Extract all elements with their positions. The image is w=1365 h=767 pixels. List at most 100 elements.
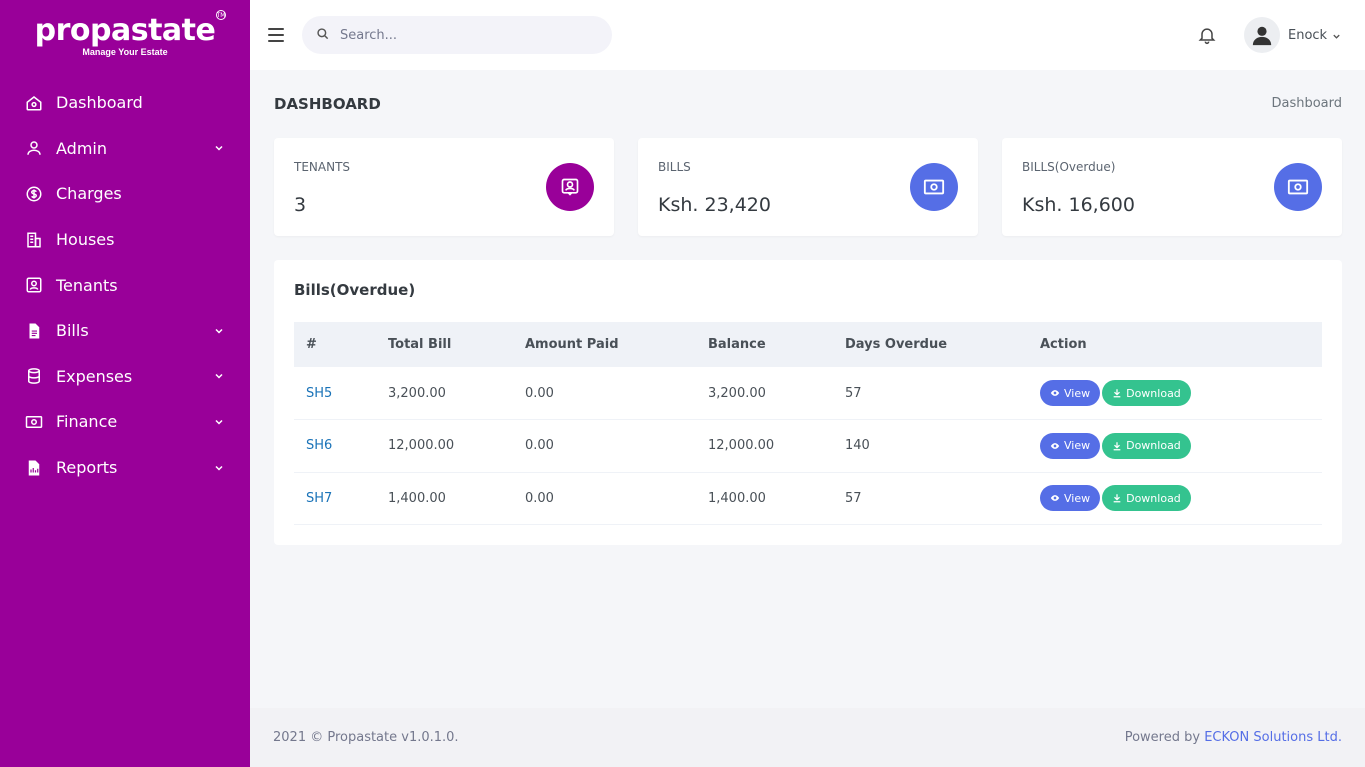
view-button[interactable]: View [1040, 380, 1101, 406]
stat-value: 3 [294, 194, 307, 216]
amount-paid-cell: 0.00 [525, 490, 554, 506]
total-bill-cell: 12,000.00 [388, 438, 455, 454]
home-icon [24, 93, 44, 113]
chevron-down-icon [212, 461, 226, 475]
sidebar: propastate Manage Your Estate TM Dashboa… [0, 0, 250, 767]
sidebar-item-label: Bills [56, 321, 89, 341]
house-link[interactable]: SH6 [306, 438, 333, 454]
download-icon [1113, 494, 1121, 503]
sidebar-item-label: Reports [56, 458, 118, 478]
stat-label: TENANTS [294, 160, 351, 174]
trademark-mark: TM [216, 10, 226, 20]
column-header: Days Overdue [845, 337, 948, 352]
sidebar-item-charges[interactable]: Charges [0, 171, 250, 217]
download-button-label: Download [1126, 439, 1181, 453]
table-row: SH6 12,000.00 0.00 12,000.00 140 View Do… [294, 420, 1322, 473]
download-button[interactable]: Download [1102, 432, 1191, 459]
chevron-down-icon [1332, 26, 1341, 45]
stat-card-bills-overdue: BILLS(Overdue) Ksh. 16,600 [1002, 138, 1342, 236]
stat-value: Ksh. 16,600 [1022, 194, 1135, 216]
action-cell: View Download [1028, 472, 1322, 525]
search-input[interactable] [340, 27, 590, 43]
breadcrumb[interactable]: Dashboard [1271, 96, 1342, 111]
amount-paid-cell: 0.00 [525, 438, 554, 454]
search-box [302, 16, 612, 54]
page-title: DASHBOARD [274, 95, 381, 113]
sidebar-item-expenses[interactable]: Expenses [0, 354, 250, 400]
money-icon [1274, 163, 1322, 211]
download-button[interactable]: Download [1102, 380, 1191, 406]
eye-icon [1050, 442, 1060, 449]
user-menu[interactable]: Enock [1244, 17, 1341, 53]
view-button[interactable]: View [1040, 485, 1101, 512]
building-icon [24, 230, 44, 250]
chevron-down-icon [212, 369, 226, 383]
stat-label: BILLS(Overdue) [1022, 160, 1116, 174]
sidebar-item-dashboard[interactable]: Dashboard [0, 80, 250, 126]
sidebar-item-label: Expenses [56, 366, 133, 386]
column-header: # [306, 337, 317, 352]
sidebar-item-houses[interactable]: Houses [0, 217, 250, 263]
brand-name: propastate [34, 12, 216, 48]
download-button-label: Download [1126, 491, 1181, 505]
sidebar-item-admin[interactable]: Admin [0, 126, 250, 172]
eye-icon [1050, 390, 1060, 396]
stat-card-bills: BILLS Ksh. 23,420 [638, 138, 978, 236]
sidebar-item-label: Tenants [56, 275, 118, 295]
sidebar-item-bills[interactable]: Bills [0, 308, 250, 354]
table-row: SH7 1,400.00 0.00 1,400.00 57 View Downl… [294, 472, 1322, 525]
money-icon [24, 412, 44, 432]
days-overdue-cell: 57 [845, 490, 862, 506]
panel-title: Bills(Overdue) [294, 281, 416, 299]
column-header: Balance [708, 337, 766, 352]
table-row: SH5 3,200.00 0.00 3,200.00 57 View Downl… [294, 367, 1322, 420]
report-icon [24, 458, 44, 478]
overdue-bills-table: # Total Bill Amount Paid Balance Days Ov… [294, 322, 1322, 525]
balance-cell: 12,000.00 [708, 438, 775, 454]
days-overdue-cell: 140 [845, 438, 870, 454]
view-button-label: View [1064, 491, 1091, 505]
column-header: Action [1040, 337, 1087, 352]
brand-tagline: Manage Your Estate [82, 46, 168, 57]
stat-value: Ksh. 23,420 [658, 194, 771, 216]
database-icon [24, 366, 44, 386]
user-square-icon [546, 163, 594, 211]
company-link[interactable]: ECKON Solutions Ltd. [1204, 730, 1342, 745]
days-overdue-cell: 57 [845, 385, 862, 401]
house-link[interactable]: SH7 [306, 490, 333, 506]
brand-logo[interactable]: propastate Manage Your Estate TM [0, 0, 250, 70]
balance-cell: 1,400.00 [708, 490, 766, 506]
footer: 2021 © Propastate v1.0.1.0. Powered by E… [250, 708, 1365, 767]
sidebar-menu: Dashboard Admin Charges Houses Tenant [0, 80, 250, 490]
view-button-label: View [1064, 386, 1091, 400]
download-button[interactable]: Download [1102, 485, 1191, 512]
download-icon [1113, 389, 1121, 398]
menu-toggle-icon[interactable] [268, 28, 284, 42]
stat-label: BILLS [658, 160, 691, 174]
column-header: Total Bill [388, 337, 452, 352]
view-button-label: View [1064, 439, 1091, 453]
sidebar-item-tenants[interactable]: Tenants [0, 262, 250, 308]
sidebar-item-label: Charges [56, 184, 122, 204]
download-icon [1113, 442, 1121, 451]
overdue-bills-panel: Bills(Overdue) # Total Bill Amount Paid … [274, 260, 1342, 545]
action-cell: View Download [1028, 420, 1322, 473]
top-header: Enock [250, 0, 1365, 70]
stat-card-tenants: TENANTS 3 [274, 138, 614, 236]
sidebar-item-label: Admin [56, 138, 107, 158]
copyright-text: 2021 © Propastate v1.0.1.0. [273, 730, 459, 745]
eye-icon [1050, 495, 1060, 502]
view-button[interactable]: View [1040, 432, 1101, 459]
table-header-row: # Total Bill Amount Paid Balance Days Ov… [294, 322, 1322, 367]
user-square-icon [24, 275, 44, 295]
bell-icon[interactable] [1197, 24, 1217, 46]
chevron-down-icon [212, 141, 226, 155]
sidebar-item-finance[interactable]: Finance [0, 399, 250, 445]
avatar [1244, 17, 1280, 53]
house-link[interactable]: SH5 [306, 385, 333, 401]
search-icon [316, 26, 330, 45]
total-bill-cell: 1,400.00 [388, 490, 446, 506]
powered-by: Powered by ECKON Solutions Ltd. [1125, 730, 1342, 745]
sidebar-item-reports[interactable]: Reports [0, 445, 250, 491]
balance-cell: 3,200.00 [708, 385, 766, 401]
